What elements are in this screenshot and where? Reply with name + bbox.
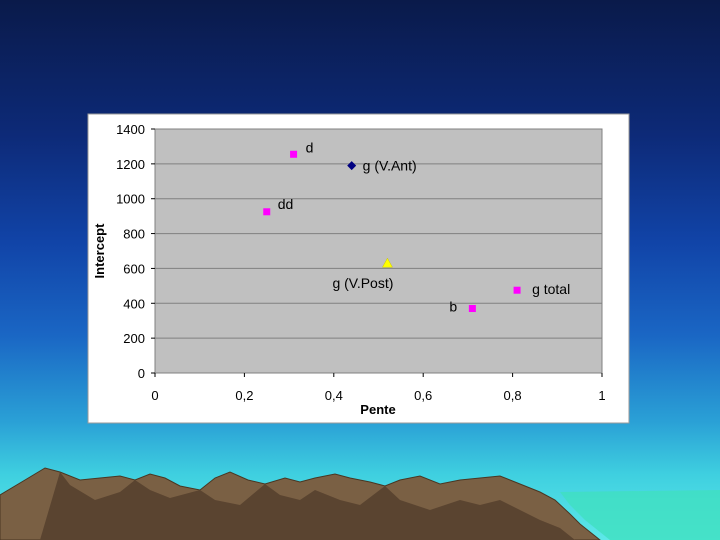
sea-strip — [560, 490, 720, 540]
y-tick-label: 1000 — [116, 192, 145, 207]
y-tick-label: 400 — [123, 296, 145, 311]
x-tick-label: 1 — [598, 388, 605, 403]
data-point-label: d — [306, 139, 314, 155]
plot-area — [154, 128, 603, 374]
y-axis-title: Intercept — [92, 223, 107, 279]
data-point-square — [290, 150, 298, 158]
data-point-label: b — [449, 299, 457, 315]
data-point-square — [513, 286, 521, 294]
x-tick-label: 0,6 — [414, 388, 432, 403]
data-point-label: g (V.Post) — [332, 275, 393, 291]
data-point-square — [468, 305, 476, 313]
data-point-diamond — [347, 161, 357, 171]
y-tick-label: 1200 — [116, 157, 145, 172]
data-point-triangle — [382, 257, 393, 268]
x-tick-label: 0,4 — [325, 388, 343, 403]
x-axis-ticks: 0 0,2 0,4 0,6 0,8 1 — [151, 373, 606, 403]
data-point-label: g total — [532, 281, 570, 297]
y-axis-ticks: 0 200 400 600 800 1000 1200 1400 — [116, 122, 155, 381]
x-tick-label: 0,8 — [504, 388, 522, 403]
x-tick-label: 0,2 — [235, 388, 253, 403]
y-tick-label: 0 — [138, 366, 145, 381]
data-point-label: dd — [278, 196, 294, 212]
data-labels: d g (V.Ant) dd g (V.Post) g total b — [278, 139, 570, 314]
data-markers — [263, 150, 521, 313]
mountain-shadow — [40, 472, 575, 540]
x-axis-title: Pente — [360, 402, 395, 417]
y-tick-label: 1400 — [116, 122, 145, 137]
data-point-label: g (V.Ant) — [363, 158, 417, 174]
data-point-square — [263, 208, 271, 216]
y-tick-label: 800 — [123, 227, 145, 242]
gridlines — [155, 128, 602, 339]
y-tick-label: 200 — [123, 331, 145, 346]
y-tick-label: 600 — [123, 261, 145, 276]
x-tick-label: 0 — [151, 388, 158, 403]
